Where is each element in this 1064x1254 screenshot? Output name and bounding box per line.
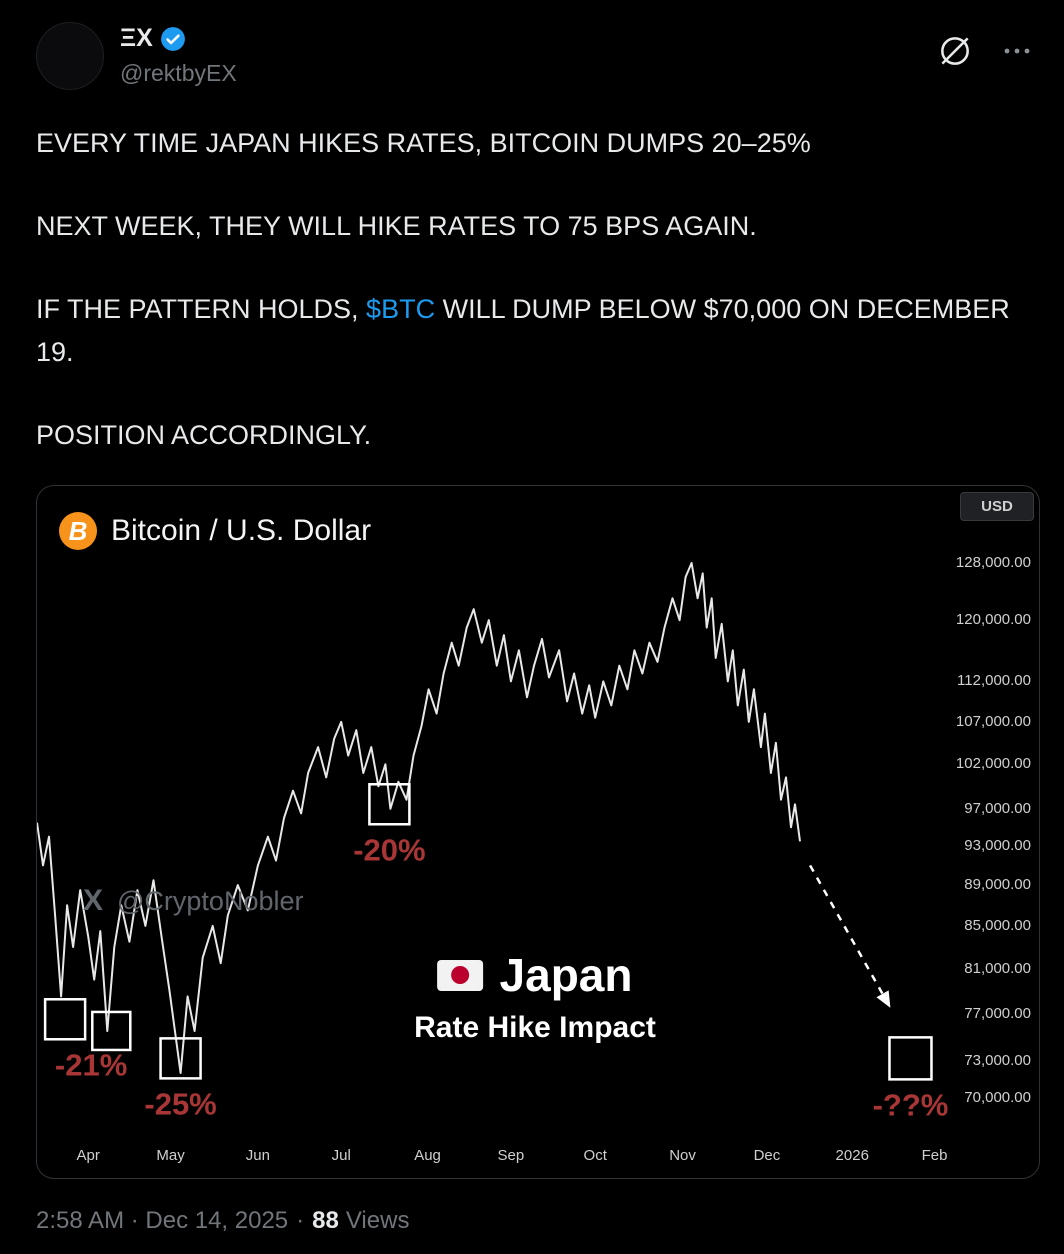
x-axis-tick: Aug <box>414 1147 441 1164</box>
rate-hike-event-box <box>159 1037 202 1080</box>
japan-title: Japan <box>499 949 633 1001</box>
price-axis: 128,000.00 120,000.00 112,000.00 107,000.00… <box>953 486 1039 1140</box>
y-axis-tick: 102,000.00 <box>955 755 1031 773</box>
japan-rate-hike-label: Japan Rate Hike Impact <box>414 948 656 1045</box>
post-footer: 2:58 AM · Dec 14, 2025 · 88 Views <box>36 1207 1040 1235</box>
projection-arrow-head <box>876 990 891 1008</box>
event-drop-label: -25% <box>144 1086 216 1121</box>
rate-hike-event-box <box>888 1036 933 1081</box>
currency-chip: USD <box>960 492 1034 521</box>
x-axis-tick: Jun <box>245 1147 270 1164</box>
y-axis-tick: 93,000.00 <box>964 837 1031 855</box>
author-block: ΞX @rektbyEX <box>120 22 237 87</box>
event-drop-label: -??% <box>873 1087 949 1122</box>
rate-hike-event-box <box>91 1010 132 1052</box>
projection-arrow-line <box>808 864 884 995</box>
grok-actions-icon[interactable] <box>936 32 974 70</box>
x-axis-tick: Nov <box>669 1147 696 1164</box>
y-axis-tick: 77,000.00 <box>964 1004 1031 1022</box>
y-axis-tick: 73,000.00 <box>964 1051 1031 1069</box>
price-chart-svg: -21% -25% -20% -??% <box>37 562 949 1122</box>
x-axis-tick: Sep <box>497 1147 525 1164</box>
post-paragraph-4: POSITION ACCORDINGLY. <box>36 420 372 450</box>
watermark-handle: @CryptoNobler <box>117 885 304 916</box>
post-paragraph-2: NEXT WEEK, THEY WILL HIKE RATES TO 75 BP… <box>36 211 757 241</box>
x-axis-tick: Jul <box>331 1147 351 1164</box>
author-handle[interactable]: @rektbyEX <box>120 60 237 86</box>
watermark: X @CryptoNobler <box>83 884 303 918</box>
y-axis-tick: 107,000.00 <box>955 712 1031 730</box>
y-axis-tick: 112,000.00 <box>957 672 1031 690</box>
header-actions <box>936 22 1040 70</box>
x-logo-icon: X <box>83 884 104 917</box>
event-drop-label: -20% <box>353 832 425 867</box>
views-label: Views <box>345 1207 410 1234</box>
chart-title: Bitcoin / U.S. Dollar <box>111 514 372 547</box>
y-axis-tick: 120,000.00 <box>955 611 1031 629</box>
y-axis-tick: 128,000.00 <box>955 554 1031 571</box>
cashtag-link[interactable]: $BTC <box>366 294 436 324</box>
x-axis-tick: Dec <box>753 1147 781 1164</box>
verified-badge-icon <box>160 26 186 52</box>
time-axis: Apr May Jun Jul Aug Sep Oct Nov Dec 2026 Feb <box>37 1138 953 1178</box>
chart-header: B Bitcoin / U.S. Dollar <box>59 512 371 550</box>
y-axis-tick: 89,000.00 <box>964 876 1031 894</box>
rate-hike-event-box <box>43 998 87 1041</box>
japan-flag-dot <box>451 966 470 984</box>
post-paragraph-1: EVERY TIME JAPAN HIKES RATES, BITCOIN DU… <box>36 128 811 158</box>
x-axis-tick: Apr <box>76 1147 100 1164</box>
rate-hike-event-box <box>368 783 411 826</box>
post-body: EVERY TIME JAPAN HIKES RATES, BITCOIN DU… <box>36 122 1040 457</box>
paragraph-3-text-post: WILL DUMP BELOW $70,000 ON DECEMBER 19. <box>36 294 1010 367</box>
post-paragraph-3: IF THE PATTERN HOLDS, $BTC WILL DUMP BEL… <box>36 288 1040 374</box>
paragraph-3-text-pre: IF THE PATTERN HOLDS, <box>36 294 367 324</box>
price-line <box>37 562 801 1074</box>
chart-image[interactable]: -21% -25% -20% -??% B Bitcoin / U.S. Dollar… <box>36 485 1040 1179</box>
post-header: ΞX @rektbyEX <box>36 22 1040 90</box>
footer-separator: · <box>296 1207 305 1234</box>
x-axis-tick: 2026 <box>835 1147 869 1164</box>
japan-subtitle: Rate Hike Impact <box>414 1011 656 1044</box>
views-count: 88 <box>312 1207 339 1234</box>
event-drop-label: -21% <box>55 1047 127 1082</box>
avatar[interactable] <box>36 22 104 90</box>
y-axis-tick: 85,000.00 <box>964 916 1031 934</box>
bitcoin-logo-icon: B <box>59 512 97 550</box>
author-name[interactable]: ΞX <box>120 24 153 52</box>
x-axis-tick: Oct <box>583 1147 607 1164</box>
x-axis-tick: May <box>156 1147 185 1164</box>
y-axis-tick: 81,000.00 <box>964 959 1031 977</box>
post-timestamp: 2:58 AM · Dec 14, 2025 <box>36 1207 289 1234</box>
japan-flag-icon <box>437 959 484 991</box>
y-axis-tick: 70,000.00 <box>964 1089 1031 1106</box>
x-axis-tick: Feb <box>921 1147 948 1164</box>
y-axis-tick: 97,000.00 <box>964 799 1031 817</box>
more-options-icon[interactable] <box>1002 46 1032 56</box>
